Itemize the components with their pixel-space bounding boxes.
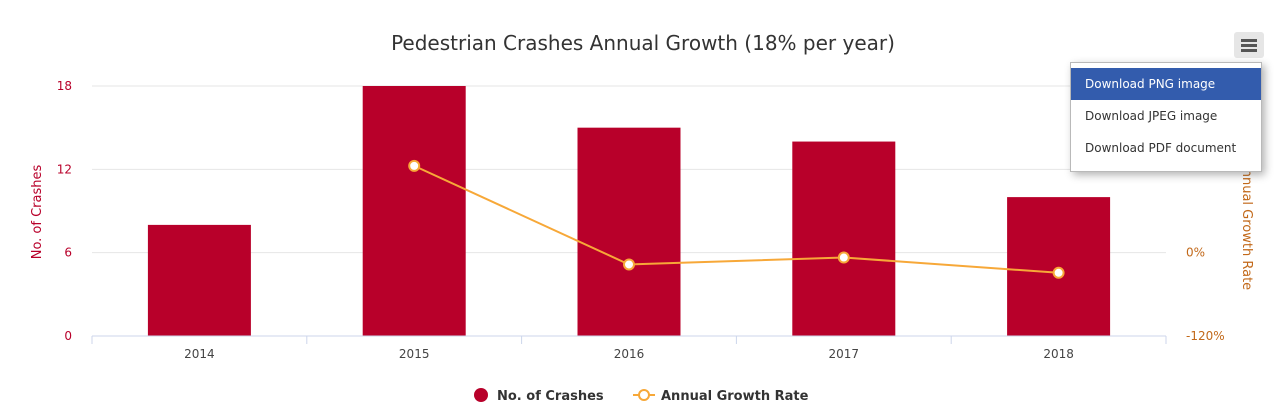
right-axis-tick: -120% xyxy=(1186,329,1225,343)
legend: No. of Crashes Annual Growth Rate xyxy=(474,388,809,404)
bar xyxy=(792,141,896,336)
menu-item-download-png[interactable]: Download PNG image xyxy=(1071,68,1261,100)
left-axis-tick: 0 xyxy=(64,329,72,343)
right-axis-tick: 0% xyxy=(1186,246,1205,260)
growth-line-series xyxy=(408,159,1065,279)
growth-point xyxy=(837,251,850,264)
legend-marker-crashes xyxy=(474,388,488,402)
left-axis-tick: 6 xyxy=(64,246,72,260)
growth-point xyxy=(408,159,421,172)
legend-marker-growth xyxy=(638,389,650,401)
left-axis-title: No. of Crashes xyxy=(30,165,45,260)
hamburger-icon xyxy=(1241,39,1257,42)
menu-item-download-pdf[interactable]: Download PDF document xyxy=(1085,141,1237,155)
context-menu-button[interactable] xyxy=(1234,32,1264,58)
growth-point xyxy=(623,258,635,271)
hamburger-icon-line xyxy=(1241,49,1257,52)
bar-series xyxy=(147,86,1111,337)
growth-line xyxy=(413,164,1059,274)
export-menu: Download PNG image Download JPEG image D… xyxy=(1070,62,1262,172)
x-axis-tick: 2014 xyxy=(184,347,215,361)
right-axis-title: Annual Growth Rate xyxy=(1239,160,1254,290)
bar xyxy=(577,127,681,337)
chart-title: Pedestrian Crashes Annual Growth (18% pe… xyxy=(391,31,895,55)
bar xyxy=(1007,197,1111,336)
x-axis-tick: 2017 xyxy=(829,347,860,361)
legend-item-crashes[interactable]: No. of Crashes xyxy=(474,388,604,404)
axes: 0 6 12 18 -120% 0% 2014 2015 2016 2017 2018 xyxy=(57,79,1225,361)
growth-point xyxy=(1052,266,1065,279)
bar xyxy=(147,224,251,336)
menu-item-download-jpeg[interactable]: Download JPEG image xyxy=(1085,109,1218,123)
legend-label-crashes: No. of Crashes xyxy=(497,389,604,404)
hamburger-icon-line xyxy=(1241,44,1257,47)
legend-item-growth[interactable]: Annual Growth Rate xyxy=(633,389,809,404)
left-axis-tick: 12 xyxy=(57,162,72,176)
x-axis-tick: 2018 xyxy=(1043,347,1074,361)
bar xyxy=(362,86,466,336)
x-axis-tick: 2016 xyxy=(614,347,645,361)
left-axis-tick: 18 xyxy=(57,79,72,93)
x-axis-tick: 2015 xyxy=(399,347,430,361)
legend-label-growth: Annual Growth Rate xyxy=(661,389,809,404)
